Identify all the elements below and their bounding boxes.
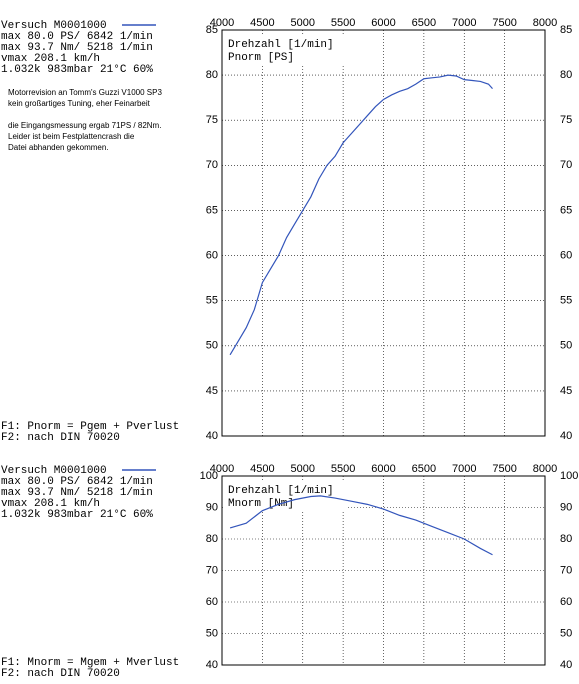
header-line: 1.032k 983mbar 21°C 60%	[1, 509, 153, 521]
x-tick-label: 7000	[452, 463, 476, 475]
y-tick-label: 100	[200, 470, 218, 482]
note-line: kein großartiges Tuning, eher Feinarbeit	[8, 99, 151, 108]
y-tick-label: 70	[206, 564, 218, 576]
y-tick-label-right: 40	[560, 659, 572, 671]
y-tick-label-right: 60	[560, 596, 572, 608]
note-line: Leider ist beim Festplattencrash die	[8, 132, 135, 141]
x-tick-label: 5500	[331, 463, 355, 475]
x-tick-label: 7500	[492, 17, 516, 29]
y-tick-label-right: 70	[560, 159, 572, 171]
x-tick-label: 5000	[291, 463, 315, 475]
y-tick-label-right: 80	[560, 69, 572, 81]
y-tick-label: 80	[206, 69, 218, 81]
footer-line: F2: nach DIN 70020	[1, 432, 120, 444]
x-axis-label: Drehzahl [1/min]	[228, 39, 334, 51]
x-tick-label: 4000	[210, 463, 234, 475]
footer-line: F2: nach DIN 70020	[1, 668, 120, 680]
y-tick-label-right: 90	[560, 501, 572, 513]
y-tick-label-right: 40	[560, 430, 572, 442]
footer-line: F1: Pnorm = Pgem + Pverlust	[1, 421, 179, 433]
y-tick-label-right: 50	[560, 340, 572, 352]
y-tick-label: 90	[206, 501, 218, 513]
x-tick-label: 6500	[412, 17, 436, 29]
y-tick-label-right: 65	[560, 204, 572, 216]
legend-label: Versuch M0001000	[1, 465, 107, 477]
note-line: Motorrevision an Tomm's Guzzi V1000 SP3	[8, 88, 162, 97]
label-box	[225, 482, 347, 510]
data-line	[229, 495, 493, 556]
y-tick-label: 60	[206, 249, 218, 261]
x-tick-label: 6000	[371, 463, 395, 475]
y-tick-label-right: 80	[560, 533, 572, 545]
header-line: max 80.0 PS/ 6842 1/min	[1, 31, 153, 43]
x-tick-label: 4500	[250, 463, 274, 475]
y-tick-label-right: 50	[560, 627, 572, 639]
y-tick-label-right: 45	[560, 385, 572, 397]
x-tick-label: 6000	[371, 17, 395, 29]
note-line: die Eingangsmessung ergab 71PS / 82Nm.	[8, 121, 161, 130]
y-tick-label: 80	[206, 533, 218, 545]
x-tick-label: 4500	[250, 17, 274, 29]
y-tick-label-right: 100	[560, 470, 578, 482]
x-tick-label: 5500	[331, 17, 355, 29]
header-line: vmax 208.1 km/h	[1, 498, 100, 510]
y-tick-label: 50	[206, 627, 218, 639]
data-line	[229, 74, 493, 356]
y-tick-label-right: 60	[560, 249, 572, 261]
y-tick-label: 45	[206, 385, 218, 397]
footer-line: F1: Mnorm = Mgem + Mverlust	[1, 657, 179, 669]
x-tick-label: 5000	[291, 17, 315, 29]
y-tick-label: 40	[206, 430, 218, 442]
y-tick-label-right: 55	[560, 295, 572, 307]
x-tick-label: 6500	[412, 463, 436, 475]
header-line: vmax 208.1 km/h	[1, 53, 100, 65]
y-tick-label: 65	[206, 204, 218, 216]
x-tick-label: 7000	[452, 17, 476, 29]
y-axis-label: Mnorm [Nm]	[228, 498, 294, 510]
x-tick-label: 8000	[533, 463, 557, 475]
y-tick-label: 75	[206, 114, 218, 126]
x-tick-label: 8000	[533, 17, 557, 29]
plot-frame	[221, 475, 546, 666]
plot-frame	[221, 29, 546, 437]
y-tick-label-right: 85	[560, 24, 572, 36]
y-tick-label: 60	[206, 596, 218, 608]
header-line: max 80.0 PS/ 6842 1/min	[1, 476, 153, 488]
y-axis-label: Pnorm [PS]	[228, 52, 294, 64]
header-line: 1.032k 983mbar 21°C 60%	[1, 64, 153, 76]
legend-label: Versuch M0001000	[1, 20, 107, 32]
header-line: max 93.7 Nm/ 5218 1/min	[1, 487, 153, 499]
y-tick-label-right: 70	[560, 564, 572, 576]
note-line: Datei abhanden gekommen.	[8, 143, 109, 152]
y-tick-label: 70	[206, 159, 218, 171]
x-axis-label: Drehzahl [1/min]	[228, 485, 334, 497]
x-tick-label: 7500	[492, 463, 516, 475]
x-tick-label: 4000	[210, 17, 234, 29]
y-tick-label: 50	[206, 340, 218, 352]
label-box	[225, 36, 347, 64]
y-tick-label: 40	[206, 659, 218, 671]
header-line: max 93.7 Nm/ 5218 1/min	[1, 42, 153, 54]
y-tick-label: 85	[206, 24, 218, 36]
y-tick-label: 55	[206, 295, 218, 307]
y-tick-label-right: 75	[560, 114, 572, 126]
